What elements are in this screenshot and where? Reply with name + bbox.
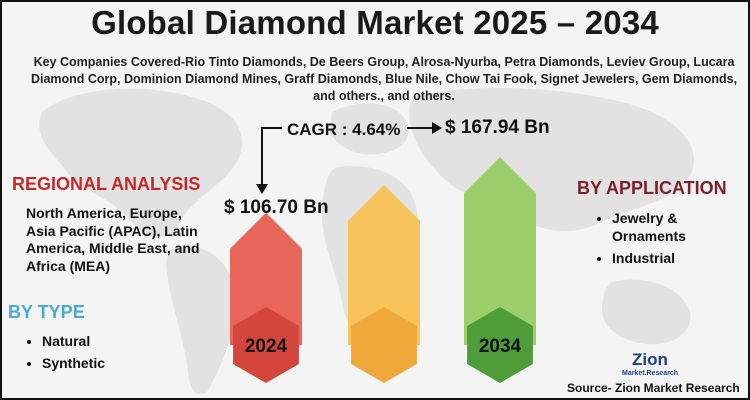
- cagr-label: CAGR : 4.64%: [287, 120, 401, 139]
- regional-analysis-text: North America, Europe, Asia Pacific (APA…: [26, 205, 200, 274]
- cagr-arrow-right-head: [432, 122, 442, 134]
- by-application-list: Jewelry & Ornaments Industrial: [594, 209, 748, 271]
- bar-hexagon: [351, 307, 417, 383]
- list-item: Natural: [42, 332, 105, 350]
- bar-year-label: 2024: [245, 336, 288, 357]
- by-type-heading: BY TYPE: [8, 302, 85, 322]
- bar-column: [464, 157, 536, 345]
- regional-analysis-heading: REGIONAL ANALYSIS: [12, 174, 201, 194]
- list-item: Industrial: [612, 249, 748, 267]
- start-value-label: $ 106.70 Bn: [224, 197, 329, 218]
- bar-hexagon: [233, 307, 299, 383]
- bar-2034: 2034: [464, 157, 536, 383]
- cagr-arrow-left: [261, 127, 282, 187]
- svg-text:Zion: Zion: [632, 350, 668, 369]
- zion-logo: Zion Market.Research: [622, 350, 678, 377]
- key-companies-text: Key Companies Covered-Rio Tinto Diamonds…: [30, 55, 738, 103]
- list-item: Jewelry & Ornaments: [612, 209, 748, 245]
- bar-mid: [348, 184, 420, 383]
- bar-column: [348, 184, 420, 345]
- end-value-label: $ 167.94 Bn: [445, 117, 550, 138]
- bar-hexagon: [467, 307, 533, 383]
- source-text: Source- Zion Market Research: [567, 381, 740, 395]
- bar-year-label: 2034: [479, 336, 522, 357]
- by-type-list: Natural Synthetic: [24, 332, 105, 376]
- by-application-heading: BY APPLICATION: [577, 178, 727, 198]
- svg-text:Market.Research: Market.Research: [622, 370, 678, 377]
- page-title: Global Diamond Market 2025 – 2034: [91, 4, 659, 41]
- cagr-arrow-left-head: [256, 184, 268, 194]
- bar-2024: 2024: [230, 212, 302, 383]
- list-item: Synthetic: [42, 354, 105, 372]
- bar-column: [230, 212, 302, 345]
